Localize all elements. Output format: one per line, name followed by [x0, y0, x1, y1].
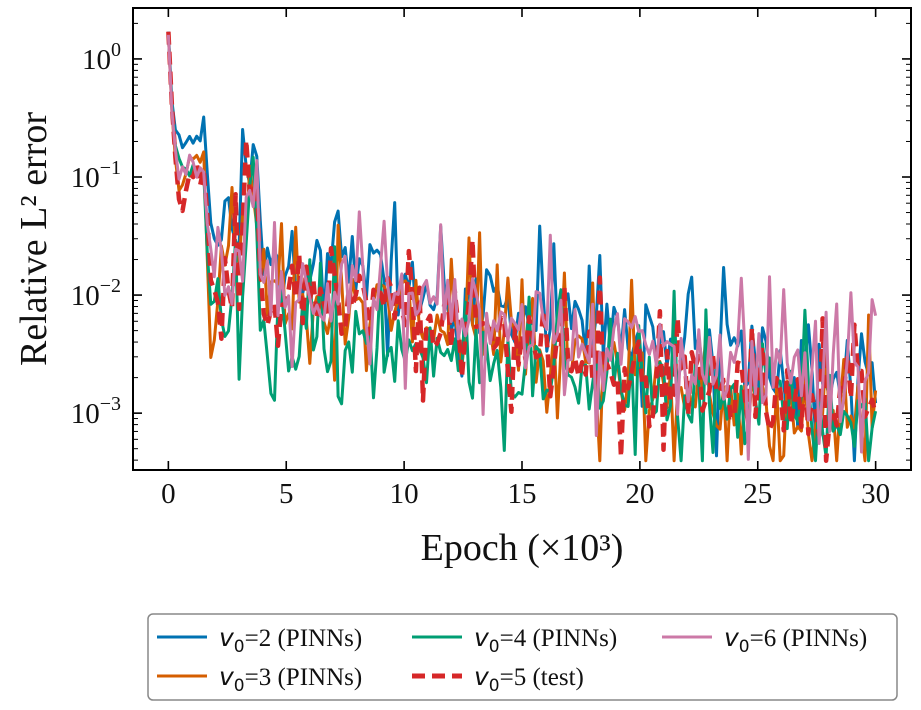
y-tick-label: 10−1 [71, 157, 121, 194]
legend-label: v0=6 (PINNs) [724, 623, 867, 657]
axis-ticks [133, 8, 911, 470]
x-tick-label: 20 [625, 478, 654, 510]
legend-item-1: v0=2 (PINNs) [157, 623, 362, 657]
legend-label: v0=2 (PINNs) [219, 623, 362, 657]
tick-labels: 0 5 10 15 20 25 30 100 10−1 10−2 10−3 [71, 39, 890, 510]
legend-item-4: v0=5 (test) [412, 662, 584, 696]
x-tick-label: 30 [861, 478, 890, 510]
y-axis-label: Relative L² error [13, 112, 55, 366]
y-tick-label: 10−3 [71, 393, 121, 430]
series-line-3 [166, 34, 878, 463]
x-tick-label: 25 [743, 478, 772, 510]
legend-entries: v0=2 (PINNs) v0=3 (PINNs) v0=4 (PINNs) v0=5… [157, 623, 867, 696]
plot-lines [166, 31, 878, 463]
y-tick-label: 100 [82, 39, 121, 76]
legend-label: v0=3 (PINNs) [219, 662, 362, 696]
legend-label: v0=5 (test) [474, 662, 584, 696]
x-tick-label: 15 [508, 478, 537, 510]
x-axis-label: Epoch (×10³) [421, 527, 624, 569]
legend-item-2: v0=3 (PINNs) [157, 662, 362, 696]
series-line-5 [166, 34, 878, 461]
x-tick-label: 0 [161, 478, 176, 510]
x-tick-label: 10 [390, 478, 419, 510]
legend-item-3: v0=4 (PINNs) [412, 623, 617, 657]
y-tick-label: 10−2 [71, 275, 121, 312]
legend-item-5: v0=6 (PINNs) [662, 623, 867, 657]
legend-label: v0=4 (PINNs) [474, 623, 617, 657]
x-tick-label: 5 [279, 478, 294, 510]
legend: v0=2 (PINNs) v0=3 (PINNs) v0=4 (PINNs) v0=5… [147, 613, 898, 701]
